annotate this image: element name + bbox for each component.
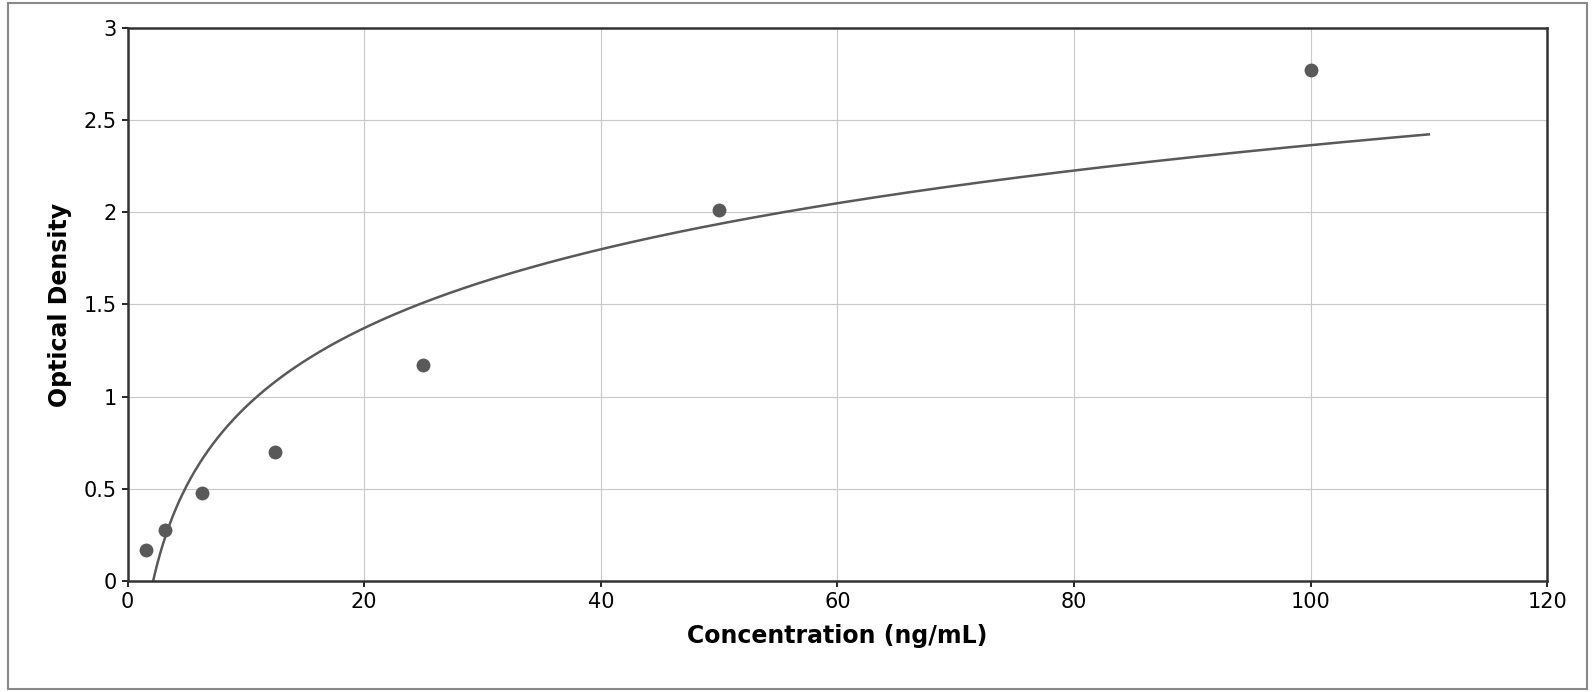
Point bbox=[152, 524, 177, 535]
X-axis label: Concentration (ng/mL): Concentration (ng/mL) bbox=[687, 623, 987, 648]
Point bbox=[134, 545, 160, 556]
Point bbox=[188, 487, 214, 498]
Point bbox=[1298, 64, 1324, 75]
Point bbox=[410, 360, 435, 371]
Point bbox=[707, 205, 732, 216]
Y-axis label: Optical Density: Optical Density bbox=[48, 203, 72, 406]
Point bbox=[263, 446, 289, 457]
